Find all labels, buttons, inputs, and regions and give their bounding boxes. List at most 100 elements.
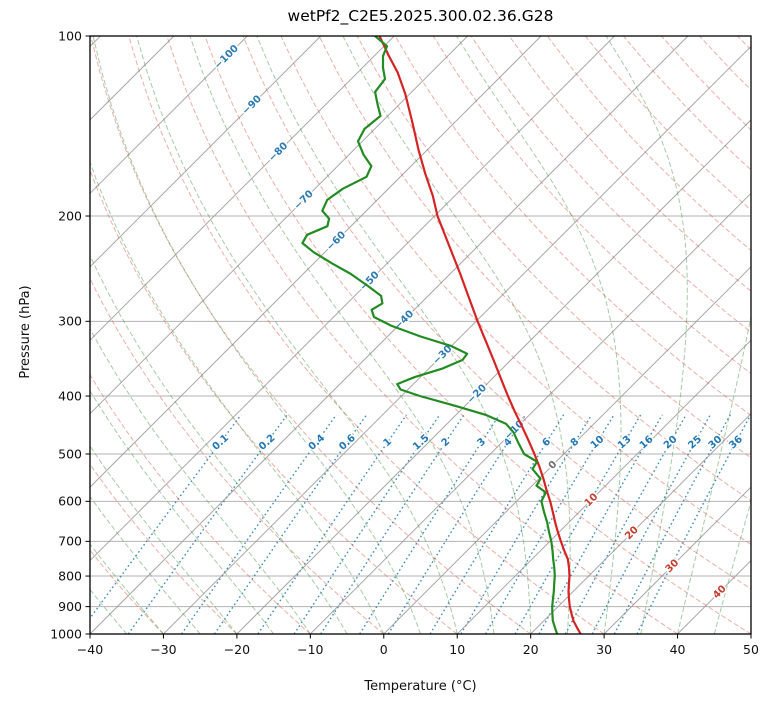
isotherm-line — [603, 486, 751, 634]
y-tick-label: 700 — [58, 534, 82, 549]
mixing-ratio-label: 1.5 — [411, 433, 432, 453]
moist-adiabat-line — [90, 588, 128, 634]
dry-adiabat-line — [90, 463, 238, 634]
y-tick-label: 600 — [58, 494, 82, 509]
moist-adiabat-line — [90, 254, 348, 634]
mixing-ratio-label: 0.1 — [211, 433, 232, 453]
moist-adiabat-line — [256, 36, 532, 634]
moist-adiabat-line — [136, 36, 458, 634]
dry-adiabat-line — [470, 36, 751, 333]
isotherm-line — [90, 36, 615, 562]
mixing-ratio-label: 0.6 — [337, 433, 358, 453]
isotherm-line — [309, 192, 751, 634]
y-tick-label: 500 — [58, 446, 82, 461]
y-tick-label: 400 — [58, 388, 82, 403]
dry-adiabat-line — [661, 36, 751, 131]
mixing-ratio-label: 2 — [440, 436, 453, 449]
isotherm-line — [90, 36, 101, 48]
x-tick-label: −20 — [224, 642, 250, 657]
x-tick-label: 30 — [596, 642, 612, 657]
moist-adiabat-line — [90, 160, 385, 634]
isotherm-line — [383, 266, 751, 634]
isotherm-line — [530, 412, 751, 634]
mixing-ratio-label: 20 — [662, 434, 680, 452]
isotherm-line — [90, 36, 395, 341]
mixing-ratio-line — [387, 414, 527, 634]
isotherm-line — [90, 36, 542, 488]
mixing-ratio-line — [613, 414, 731, 634]
plot-area: 0.1 0.2 0.4 0.6 1 1.5 2 3 4 6 8 10 13 16 20 25 30 36−100−… — [90, 36, 751, 634]
mixing-ratio-line — [359, 414, 500, 634]
x-tick-label: 10 — [449, 642, 465, 657]
isotherm-line — [90, 36, 469, 415]
mixing-ratio-label: 36 — [727, 434, 745, 452]
y-tick-label: 900 — [58, 599, 82, 614]
dewpoint-profile-line — [301, 36, 559, 634]
dry-adiabat-line — [737, 36, 751, 51]
mixing-ratio-line — [636, 414, 751, 634]
isotherm-line — [750, 633, 751, 634]
dry-adiabat-line — [394, 36, 751, 416]
x-axis-label: Temperature (°C) — [364, 679, 477, 694]
isotherm-line — [90, 36, 689, 634]
mixing-ratio-label: 25 — [686, 434, 704, 452]
y-tick-label: 200 — [58, 208, 82, 223]
dry-adiabat-line — [90, 36, 531, 634]
isotherm-line — [163, 45, 751, 634]
mixing-ratio-line — [591, 414, 711, 634]
x-tick-label: −30 — [150, 642, 176, 657]
isotherm-line — [90, 36, 248, 195]
y-tick-label: 800 — [58, 568, 82, 583]
dry-adiabat-line — [128, 36, 605, 634]
moist-adiabat-line — [90, 495, 201, 634]
isotherm-line — [456, 339, 751, 634]
dry-adiabat-line — [90, 549, 164, 634]
dry-adiabat-line — [242, 36, 751, 590]
moist-adiabat-line — [90, 327, 311, 634]
isotherm-label: −80 — [267, 141, 291, 165]
mixing-ratio-label: 6 — [541, 436, 554, 449]
dry-adiabat-line — [432, 36, 751, 375]
mixing-ratio-line — [257, 414, 408, 634]
temperature-profile-line — [378, 36, 582, 634]
dry-adiabat-line — [90, 168, 458, 634]
isotherm-line — [90, 36, 322, 268]
mixing-ratio-label: 0.4 — [307, 433, 328, 453]
mixing-ratio-line — [90, 414, 242, 620]
y-tick-label: 1000 — [50, 626, 82, 641]
moist-adiabat-line — [677, 314, 751, 634]
mixing-ratio-label: 13 — [616, 434, 634, 452]
moist-adiabat-line — [456, 36, 622, 634]
dry-adiabat-line — [356, 36, 751, 459]
x-tick-label: −40 — [77, 642, 103, 657]
dry-adiabat-line — [280, 36, 751, 546]
x-tick-label: 50 — [743, 642, 759, 657]
dry-adiabat-line — [318, 36, 751, 502]
isotherm-line — [236, 119, 751, 634]
mixing-ratio-line — [429, 414, 565, 634]
mixing-ratio-line — [181, 414, 337, 634]
mixing-ratio-line — [293, 414, 441, 634]
moist-adiabat-line — [90, 390, 275, 634]
isotherm-line — [677, 559, 751, 634]
dry-adiabat-line — [204, 36, 751, 634]
moist-adiabat-line — [605, 36, 688, 634]
dry-adiabat-line — [90, 277, 385, 634]
dry-adiabat-line — [699, 36, 751, 91]
x-tick-label: 20 — [523, 642, 539, 657]
isotherm-label: −100 — [212, 43, 240, 71]
mixing-ratio-label: 16 — [638, 434, 656, 452]
dry-adiabat-line — [166, 36, 678, 634]
dry-adiabat-line — [508, 36, 751, 292]
x-tick-label: −10 — [297, 642, 323, 657]
x-tick-label: 0 — [380, 642, 388, 657]
y-tick-label: 100 — [58, 28, 82, 43]
dry-adiabat-line — [546, 36, 751, 252]
chart-title: wetPf2_C2E5.2025.300.02.36.G28 — [287, 7, 554, 25]
mixing-ratio-line — [127, 414, 288, 634]
moist-adiabat-line — [189, 36, 495, 634]
y-tick-label: 300 — [58, 314, 82, 329]
mixing-ratio-line — [460, 414, 593, 634]
